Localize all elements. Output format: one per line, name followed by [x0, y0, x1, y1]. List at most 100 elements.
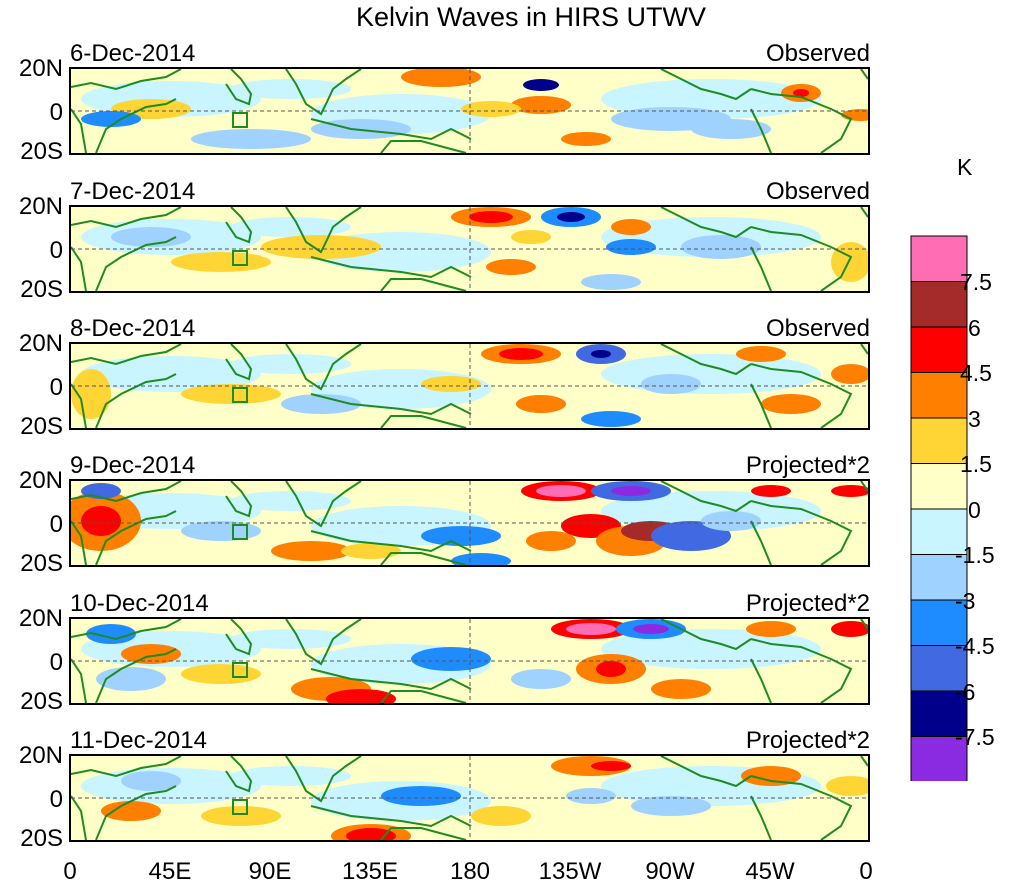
map-frame [69, 205, 870, 293]
coastline [71, 207, 182, 229]
anomaly-contour [631, 796, 711, 816]
anomaly-contour [81, 356, 261, 392]
coastline [225, 619, 253, 656]
lon-label: 45E [148, 858, 192, 885]
anomaly-contour [461, 101, 521, 117]
anomaly-contour [231, 79, 351, 99]
anomaly-contour [511, 96, 571, 114]
anomaly-contour [557, 212, 585, 222]
coastline [310, 118, 472, 141]
coastline [310, 668, 472, 691]
coastline [660, 344, 752, 376]
anomaly-contour [101, 801, 161, 821]
lon-label: 90E [248, 858, 292, 885]
panel-date: 7-Dec-2014 [70, 178, 196, 205]
coastline [71, 648, 177, 703]
panel-mode: Projected*2 [745, 590, 870, 617]
anomaly-contour [641, 374, 701, 394]
colorbar-swatch [910, 599, 968, 646]
anomaly-contour [826, 776, 868, 796]
colorbar-label: 4.5 [960, 360, 992, 386]
anomaly-contour [651, 679, 711, 699]
longitude-axis: 0 45E 90E 135E 180 135W 90W 45W 0 [0, 858, 1024, 888]
anomaly-contour [271, 541, 351, 561]
panel-date: 10-Dec-2014 [70, 590, 209, 617]
coastline [750, 775, 853, 840]
coastline [71, 785, 177, 840]
anomaly-contour [751, 485, 791, 497]
anomaly-map [71, 756, 868, 840]
panel-mode: Projected*2 [745, 452, 870, 479]
anomaly-contour [701, 511, 761, 531]
anomaly-contour [566, 623, 616, 635]
colorbar-swatch [910, 554, 968, 601]
coastline [285, 481, 362, 528]
lon-label: 90W [645, 858, 695, 885]
lat-label: 20S [20, 276, 63, 303]
colorbar-swatch [910, 235, 968, 282]
lat-label: 20N [18, 55, 63, 82]
anomaly-contour [516, 395, 566, 413]
lat-label: 20N [18, 193, 63, 220]
anomaly-contour [281, 394, 361, 414]
lon-label: 135E [341, 858, 399, 885]
lat-label: 20S [20, 688, 63, 715]
anomaly-map [71, 619, 868, 703]
anomaly-contour [121, 644, 181, 664]
colorbar-swatch [910, 463, 968, 510]
anomaly-contour [451, 553, 511, 565]
coastline [71, 373, 177, 428]
anomaly-contour [601, 629, 821, 669]
anomaly-contour [526, 531, 576, 551]
coastline [380, 690, 467, 703]
region-box [232, 524, 248, 540]
coastline [660, 619, 752, 651]
panel-mode: Observed [765, 40, 870, 67]
colorbar-label: -4.5 [955, 633, 995, 659]
coastline [750, 363, 853, 428]
coastline [310, 805, 472, 828]
region-box [232, 662, 248, 678]
coastline [285, 207, 362, 254]
lat-label: 0 [49, 374, 63, 401]
anomaly-contour [111, 227, 191, 247]
map-frame [69, 342, 870, 430]
anomaly-contour [181, 664, 261, 684]
anomaly-contour [581, 274, 641, 290]
anomaly-contour [231, 354, 351, 374]
panel-date: 9-Dec-2014 [70, 452, 196, 479]
panel-mode: Observed [765, 315, 870, 342]
colorbar-label: 7.5 [960, 269, 992, 295]
coastline [380, 140, 467, 153]
anomaly-contour [581, 411, 641, 427]
anomaly-contour [401, 69, 481, 87]
colorbar-label: 3 [968, 405, 981, 432]
anomaly-map [71, 207, 868, 291]
anomaly-contour [601, 491, 821, 531]
map-frame [69, 479, 870, 567]
colorbar-swatch [910, 690, 968, 737]
coastline [225, 207, 253, 244]
anomaly-contour [633, 624, 669, 634]
coastline [71, 619, 182, 641]
coastline [660, 207, 752, 239]
coastline [380, 827, 467, 840]
coastline [860, 69, 868, 80]
coastline [71, 756, 182, 778]
colorbar-label: -1.5 [955, 542, 995, 568]
map-panel: 8-Dec-2014 Observed 20N 0 20S [0, 315, 880, 453]
anomaly-contour [566, 788, 616, 804]
map-panel: 10-Dec-2014 Projected*2 20N 0 20S [0, 590, 880, 728]
lat-label: 20S [20, 138, 63, 165]
lat-label: 0 [49, 99, 63, 126]
coastline [750, 383, 772, 428]
coastline [750, 795, 772, 840]
coastline [750, 108, 772, 153]
region-box [232, 112, 248, 128]
colorbar-swatch [910, 281, 968, 328]
anomaly-contour [71, 369, 111, 419]
anomaly-contour [651, 521, 731, 551]
coastline [750, 226, 853, 291]
colorbar-swatch [910, 736, 968, 781]
colorbar [910, 235, 968, 781]
